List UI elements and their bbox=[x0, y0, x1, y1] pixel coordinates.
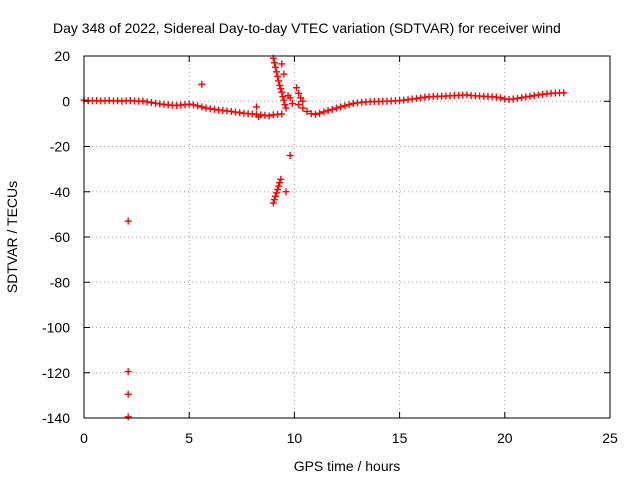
x-tick-label: 25 bbox=[602, 430, 618, 446]
data-point bbox=[139, 97, 147, 105]
data-point bbox=[282, 188, 290, 196]
data-point bbox=[328, 105, 336, 113]
y-tick-label: -100 bbox=[42, 320, 70, 336]
data-point bbox=[194, 102, 202, 110]
data-point bbox=[299, 104, 307, 112]
data-point bbox=[293, 84, 301, 92]
y-tick-label: -40 bbox=[50, 184, 70, 200]
y-tick-label: 0 bbox=[62, 93, 70, 109]
data-point bbox=[332, 104, 340, 112]
data-point bbox=[324, 107, 332, 115]
data-point bbox=[280, 96, 288, 104]
data-point bbox=[286, 94, 294, 102]
data-point bbox=[286, 152, 294, 160]
data-point bbox=[255, 113, 263, 121]
data-point bbox=[274, 185, 282, 193]
data-point bbox=[276, 81, 284, 89]
data-point bbox=[295, 101, 303, 109]
data-point bbox=[275, 182, 283, 190]
data-point bbox=[341, 102, 349, 110]
y-tick-label: -120 bbox=[42, 365, 70, 381]
data-point bbox=[124, 368, 132, 376]
data-point bbox=[198, 103, 206, 111]
data-point bbox=[269, 199, 277, 207]
data-point bbox=[277, 175, 285, 183]
x-tick-label: 15 bbox=[392, 430, 408, 446]
x-tick-label: 5 bbox=[185, 430, 193, 446]
data-point bbox=[280, 70, 288, 78]
data-point bbox=[320, 108, 328, 116]
data-point bbox=[265, 112, 273, 120]
plot-frame bbox=[83, 55, 611, 419]
data-point bbox=[303, 107, 311, 115]
data-point bbox=[276, 179, 284, 187]
data-point bbox=[278, 110, 286, 118]
data-point bbox=[271, 192, 279, 200]
data-point bbox=[277, 85, 285, 93]
x-tick-label: 0 bbox=[80, 430, 88, 446]
data-point bbox=[278, 60, 286, 68]
data-point bbox=[278, 88, 286, 96]
data-point bbox=[275, 77, 283, 85]
data-point bbox=[270, 196, 278, 204]
data-point bbox=[279, 93, 287, 101]
data-point bbox=[273, 68, 281, 76]
x-tick-label: 10 bbox=[287, 430, 303, 446]
data-point bbox=[281, 101, 289, 109]
data-point bbox=[282, 104, 290, 112]
data-points bbox=[80, 54, 568, 421]
data-point bbox=[274, 72, 282, 80]
data-point bbox=[299, 97, 307, 105]
data-point bbox=[560, 89, 568, 97]
data-point bbox=[497, 94, 505, 102]
data-point bbox=[124, 390, 132, 398]
data-point bbox=[124, 413, 132, 421]
data-point bbox=[124, 217, 132, 225]
chart-title: Day 348 of 2022, Sidereal Day-to-day VTE… bbox=[53, 20, 561, 36]
data-point bbox=[288, 100, 296, 108]
x-axis-label: GPS time / hours bbox=[294, 458, 401, 474]
y-tick-label: -60 bbox=[50, 229, 70, 245]
data-point bbox=[337, 103, 345, 111]
data-point bbox=[253, 103, 261, 111]
data-point bbox=[198, 80, 206, 88]
axis-ticks: 0 5 10 15 20 25 -140 -120 -100 -80 -60 -40 -20 0 20 bbox=[42, 48, 618, 446]
data-point bbox=[311, 110, 319, 118]
y-tick-label: -80 bbox=[50, 274, 70, 290]
data-point bbox=[270, 59, 278, 67]
data-point bbox=[271, 63, 279, 71]
data-point bbox=[189, 101, 197, 109]
y-tick-label: 20 bbox=[54, 48, 70, 64]
y-tick-label: -140 bbox=[42, 410, 70, 426]
x-tick-label: 20 bbox=[497, 430, 513, 446]
y-tick-label: -20 bbox=[50, 139, 70, 155]
data-point bbox=[273, 189, 281, 197]
data-point bbox=[345, 101, 353, 109]
data-point bbox=[316, 109, 324, 117]
data-point bbox=[295, 89, 303, 97]
y-axis-label: SDTVAR / TECUs bbox=[4, 181, 20, 293]
grid bbox=[84, 56, 610, 418]
